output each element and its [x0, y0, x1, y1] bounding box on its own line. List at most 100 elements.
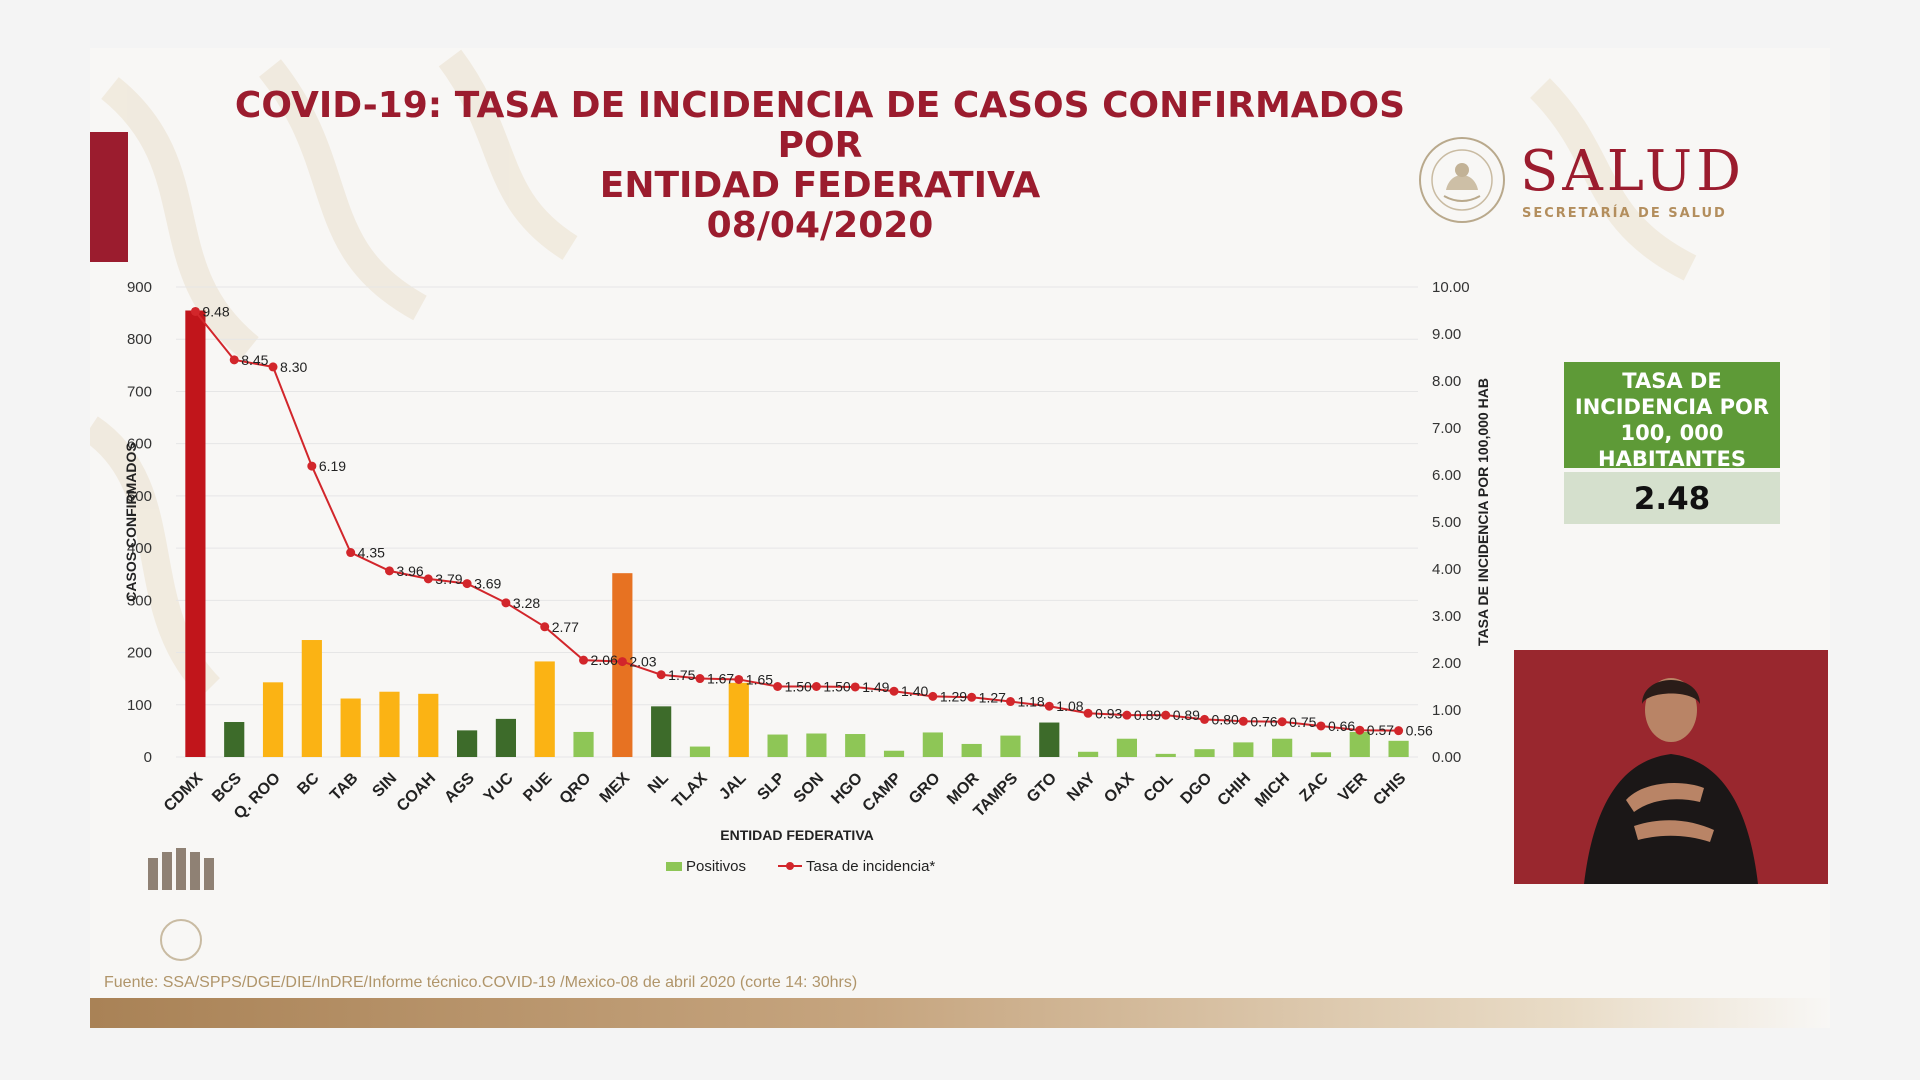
y2-tick-label: 2.00 [1432, 655, 1461, 672]
incidence-data-label: 1.18 [1017, 694, 1044, 710]
bar-slp [767, 734, 788, 757]
incidence-point [1238, 716, 1248, 726]
incidence-point [695, 674, 705, 684]
incidence-data-label: 0.76 [1250, 713, 1277, 729]
x-tick-label: COAH [394, 770, 439, 815]
x-tick-label: TAB [327, 770, 361, 804]
x-tick-label: TAMPS [971, 770, 1022, 821]
y2-tick-label: 7.00 [1432, 420, 1461, 437]
x-tick-label: NAY [1064, 770, 1099, 805]
bar-chih [1233, 742, 1254, 757]
bar-dgo [1194, 749, 1215, 757]
bar-bcs [224, 722, 245, 757]
incidence-data-label: 3.69 [474, 576, 501, 592]
incidence-data-label: 1.08 [1056, 698, 1083, 714]
incidence-data-label: 0.75 [1289, 714, 1316, 730]
y2-tick-label: 9.00 [1432, 326, 1461, 343]
incidence-point [423, 574, 433, 584]
y-tick-label: 100 [127, 697, 152, 714]
bar-jal [728, 682, 749, 757]
x-tick-label: GTO [1024, 770, 1060, 806]
bar-bc [301, 640, 322, 757]
y2-tick-label: 3.00 [1432, 608, 1461, 625]
y-tick-label: 0 [144, 749, 152, 766]
bottom-band [90, 998, 1830, 1028]
incidence-point [1200, 714, 1210, 724]
salud-subtitle: SECRETARÍA DE SALUD [1522, 206, 1727, 221]
incidence-data-label: 1.65 [746, 671, 773, 687]
x-tick-label: DGO [1178, 770, 1216, 808]
incidence-data-label: 2.06 [591, 652, 618, 668]
bar-camp [883, 750, 905, 757]
y-tick-label: 200 [127, 645, 152, 662]
x-tick-label: CHIH [1214, 770, 1254, 810]
incidence-data-label: 1.29 [940, 688, 967, 704]
x-tick-label: CDMX [161, 770, 207, 816]
bar-hgo [845, 734, 866, 757]
incidence-data-label: 6.19 [319, 458, 346, 474]
y-tick-label: 800 [127, 331, 152, 348]
x-tick-label: JAL [716, 770, 750, 804]
incidence-rate-heading: TASA DE INCIDENCIA POR 100, 000 HABITANT… [1564, 362, 1780, 471]
bar-nay [1078, 751, 1099, 757]
y2-axis-title: TASA DE INCIDENCIA POR 100,000 HAB [1475, 378, 1491, 646]
x-tick-label: SON [791, 770, 828, 807]
y-tick-label: 400 [127, 540, 152, 557]
incidence-data-label: 4.35 [358, 545, 385, 561]
x-tick-label: TLAX [669, 770, 711, 812]
sign-language-interpreter-video [1514, 650, 1828, 884]
interpreter-figure [1514, 650, 1828, 884]
bar-son [806, 733, 827, 757]
incidence-point [617, 657, 627, 667]
bar-pue [534, 661, 555, 757]
y2-tick-label: 10.00 [1432, 279, 1470, 296]
incidence-chart: 0 100 200 300 400 500 600 700 800 900 0.00 1.00 2.00… [123, 279, 1491, 875]
legend-label-positivos: Positivos [686, 858, 746, 875]
y2-tick-label: 5.00 [1432, 514, 1461, 531]
bar-gro [922, 732, 943, 757]
incidence-point [928, 691, 938, 701]
x-tick-label: MICH [1252, 770, 1293, 811]
bar-coah [418, 693, 439, 757]
incidence-point [1277, 717, 1287, 727]
incidence-point [1161, 710, 1171, 720]
y2-tick-label: 0.00 [1432, 749, 1461, 766]
incidence-data-label: 9.48 [202, 303, 229, 319]
incidence-point [1355, 725, 1365, 735]
incidence-point [773, 682, 783, 691]
legend-swatch-point [786, 862, 794, 870]
x-tick-label: YUC [481, 769, 517, 805]
incidence-point [656, 670, 666, 680]
incidence-data-label: 1.40 [901, 683, 928, 699]
bar-ver [1349, 731, 1370, 757]
y2-tick-label: 4.00 [1432, 561, 1461, 578]
x-tick-label: GRO [906, 770, 944, 808]
bar-mor [961, 743, 982, 757]
incidence-point [850, 682, 860, 692]
incidence-data-label: 1.67 [707, 671, 734, 687]
x-tick-label: CAMP [860, 770, 906, 816]
incidence-data-label: 0.57 [1367, 722, 1394, 738]
y-tick-label: 600 [127, 436, 152, 453]
incidence-point [384, 566, 394, 576]
incidence-point [889, 686, 899, 696]
legend-swatch-positivos [666, 862, 682, 871]
page-title: COVID-19: TASA DE INCIDENCIA DE CASOS CO… [200, 86, 1440, 246]
incidence-point [579, 655, 589, 665]
incidence-point [1316, 721, 1326, 731]
y-tick-label: 300 [127, 592, 152, 609]
x-tick-label: BC [294, 769, 323, 798]
x-tick-label: NL [645, 770, 672, 797]
y2-tick-label: 8.00 [1432, 373, 1461, 390]
bar-col [1155, 753, 1176, 757]
bar-qroo [262, 682, 284, 757]
bar-tlax [689, 746, 711, 757]
x-tick-label: OAX [1101, 770, 1138, 807]
y-tick-label: 500 [127, 488, 152, 505]
x-tick-label: SIN [369, 770, 400, 801]
incidence-point [540, 622, 550, 632]
bar-gto [1039, 722, 1060, 757]
x-tick-label: COL [1141, 770, 1177, 806]
x-tick-label: BCS [209, 770, 245, 806]
incidence-point [307, 461, 317, 471]
